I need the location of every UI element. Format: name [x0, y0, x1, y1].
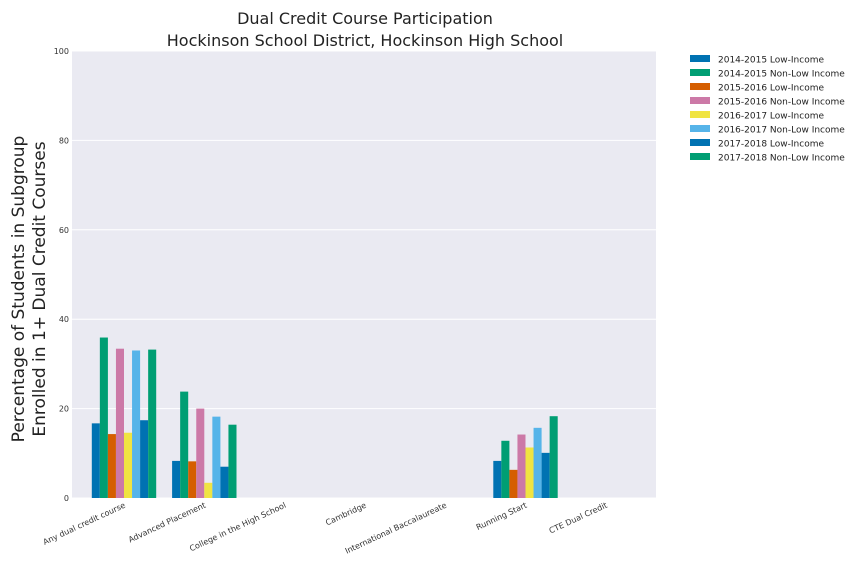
bar — [549, 416, 558, 498]
bar — [91, 423, 100, 498]
y-tick-label: 0 — [64, 494, 69, 503]
y-tick-label: 20 — [59, 405, 69, 414]
bar — [115, 348, 124, 498]
y-tick-label: 60 — [59, 226, 69, 235]
bar — [180, 391, 189, 498]
legend-swatch — [690, 97, 710, 104]
x-tick-label: Cambridge — [324, 501, 368, 528]
legend-swatch — [690, 153, 710, 160]
bar — [541, 452, 550, 498]
legend: 2014-2015 Low-Income 2014-2015 Non-Low In… — [690, 55, 845, 164]
bar — [196, 408, 205, 498]
bar — [188, 461, 197, 498]
x-tick-labels: Any dual credit course Advanced Placement… — [42, 501, 609, 556]
legend-swatch — [690, 69, 710, 76]
legend-label: 2017-2018 Non-Low Income — [718, 154, 845, 164]
y-tick-label: 100 — [54, 47, 69, 56]
legend-label: 2014-2015 Low-Income — [718, 56, 824, 66]
bar — [124, 432, 133, 498]
plot-area — [72, 51, 656, 498]
bar — [509, 469, 518, 498]
gridlines — [72, 50, 656, 499]
bar — [140, 420, 149, 498]
bar — [172, 460, 181, 498]
legend-label: 2016-2017 Low-Income — [718, 112, 824, 122]
bar — [132, 350, 141, 498]
x-tick-label: Running Start — [475, 501, 529, 532]
x-tick-label: Advanced Placement — [127, 501, 207, 545]
legend-swatch — [690, 55, 710, 62]
y-axis-label-line-1: Percentage of Students in Subgroup — [9, 136, 29, 443]
legend-swatch — [690, 111, 710, 118]
bar — [148, 349, 157, 498]
y-tick-label: 40 — [59, 315, 69, 324]
bar — [220, 466, 229, 498]
legend-label: 2016-2017 Non-Low Income — [718, 126, 845, 136]
bar — [204, 482, 213, 498]
bar — [107, 434, 116, 498]
legend-swatch — [690, 125, 710, 132]
chart-title-line-1: Dual Credit Course Participation — [237, 9, 493, 28]
legend-label: 2015-2016 Low-Income — [718, 84, 824, 94]
bar — [228, 424, 237, 498]
bars — [91, 337, 558, 498]
y-axis-label-line-2: Enrolled in 1+ Dual Credit Courses — [30, 141, 50, 436]
bar — [212, 416, 221, 498]
legend-label: 2015-2016 Non-Low Income — [718, 98, 845, 108]
y-tick-labels: 0 20 40 60 80 100 — [54, 47, 69, 503]
bar — [99, 337, 108, 498]
legend-label: 2014-2015 Non-Low Income — [718, 70, 845, 80]
bar — [517, 434, 526, 498]
bar — [493, 460, 502, 498]
legend-swatch — [690, 139, 710, 146]
x-tick-label: Any dual credit course — [42, 501, 127, 547]
x-tick-label: CTE Dual Credit — [548, 501, 609, 536]
bar — [533, 427, 542, 498]
legend-swatch — [690, 83, 710, 90]
bar — [501, 440, 510, 498]
chart-title-line-2: Hockinson School District, Hockinson Hig… — [167, 31, 563, 50]
bar — [525, 447, 534, 498]
y-tick-label: 80 — [59, 136, 69, 145]
legend-label: 2017-2018 Low-Income — [718, 140, 824, 150]
